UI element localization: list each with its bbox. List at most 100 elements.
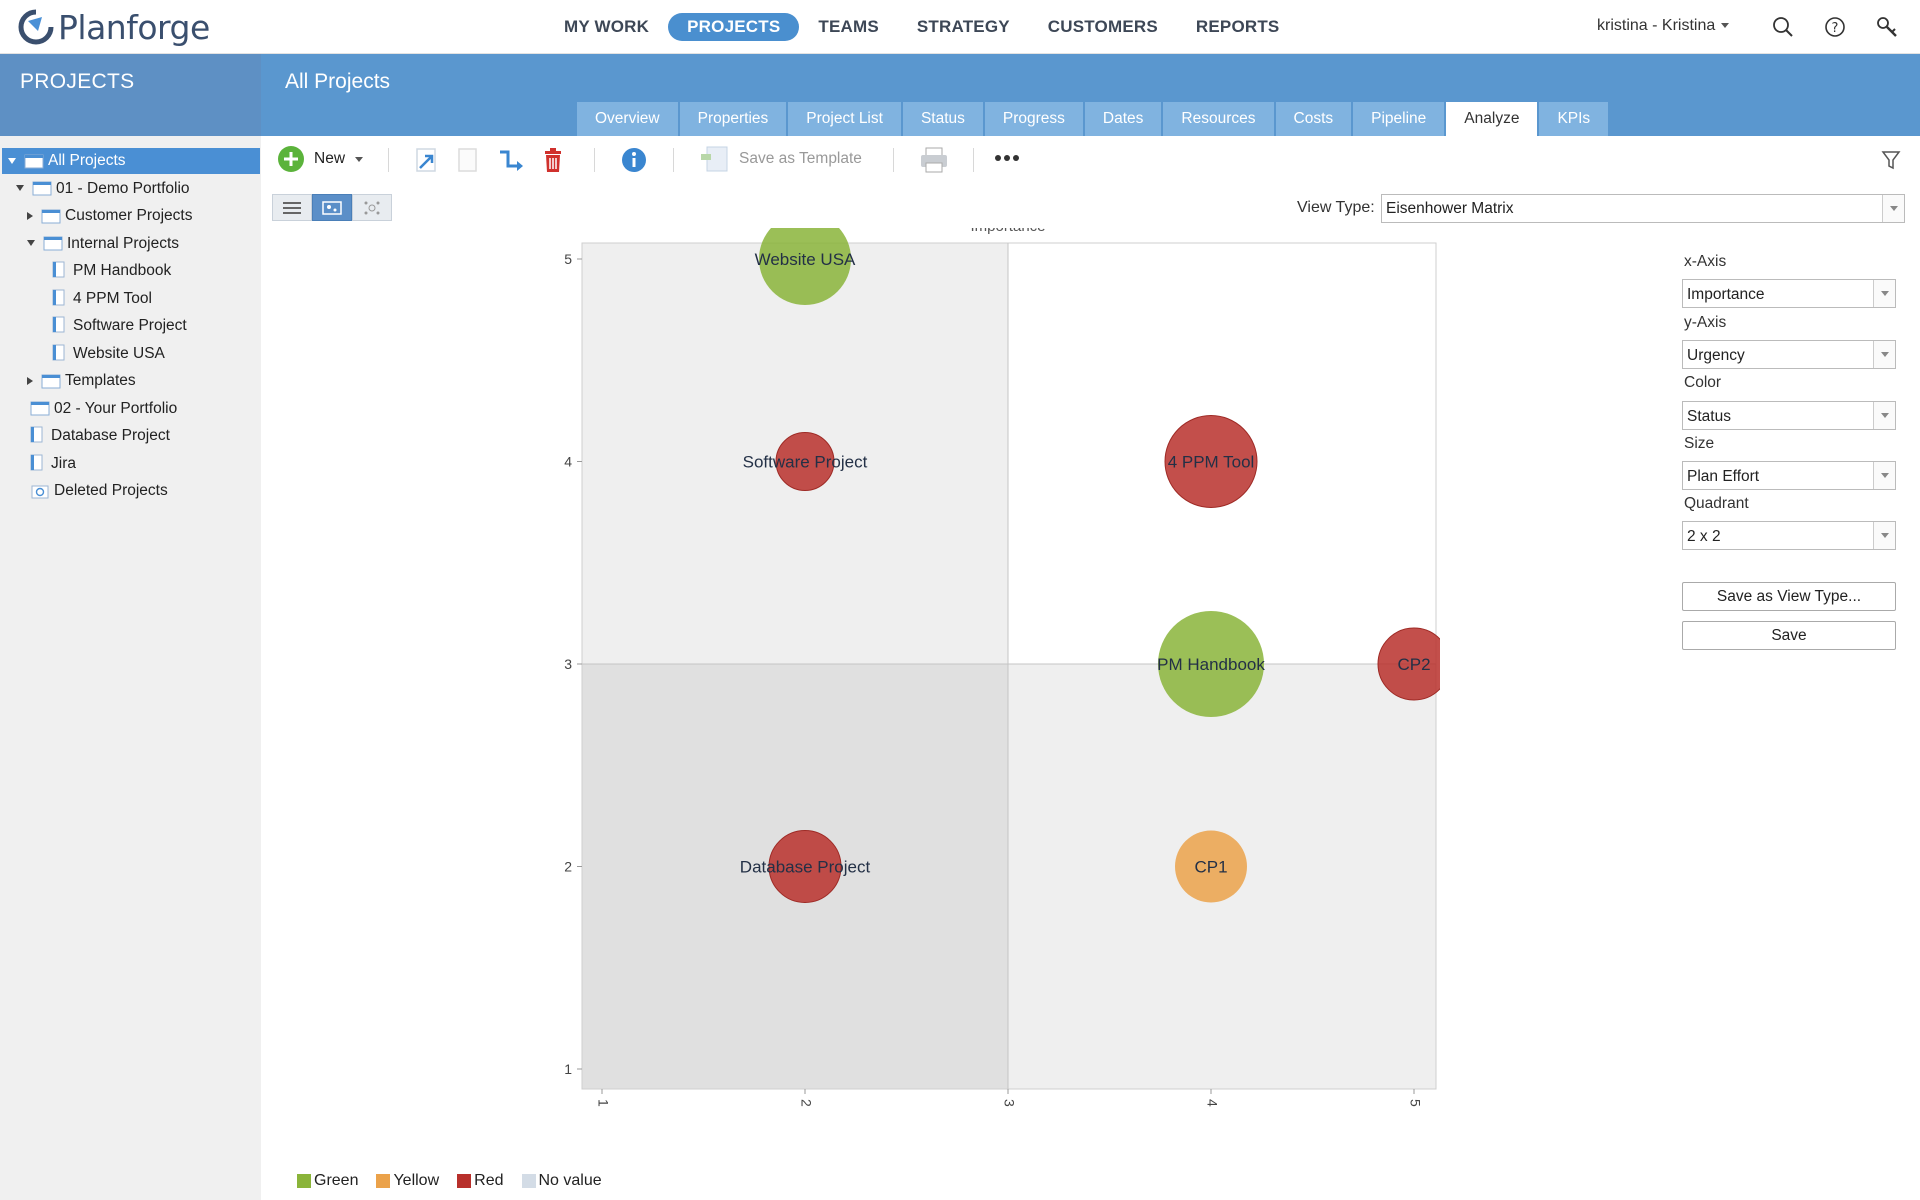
delete-icon[interactable] bbox=[542, 146, 564, 174]
tree-item-software-project[interactable]: Software Project bbox=[0, 313, 187, 339]
tab-progress[interactable]: Progress bbox=[984, 102, 1083, 136]
user-menu[interactable]: kristina - Kristina bbox=[1597, 17, 1730, 35]
bubble-software-project[interactable] bbox=[775, 432, 835, 491]
nav-strategy[interactable]: STRATEGY bbox=[916, 17, 1010, 36]
tree-item-deleted-projects[interactable]: Deleted Projects bbox=[0, 478, 168, 504]
nav-teams[interactable]: TEAMS bbox=[818, 17, 879, 36]
logo[interactable]: Planforge bbox=[18, 8, 210, 47]
tab-dates[interactable]: Dates bbox=[1084, 102, 1162, 136]
bubble-cp1[interactable] bbox=[1175, 830, 1247, 903]
color-select[interactable]: Status bbox=[1682, 401, 1896, 430]
chevron-down-icon bbox=[1873, 341, 1895, 368]
tree-item-pm-handbook[interactable]: PM Handbook bbox=[0, 258, 171, 284]
tab-pipeline[interactable]: Pipeline bbox=[1353, 102, 1445, 136]
page-title: All Projects bbox=[285, 70, 391, 93]
divider bbox=[594, 148, 595, 172]
tab-project-list[interactable]: Project List bbox=[788, 102, 901, 136]
copy-icon[interactable] bbox=[456, 146, 480, 174]
nav-customers[interactable]: CUSTOMERS bbox=[1047, 17, 1158, 36]
save-as-template-button[interactable]: Save as Template bbox=[699, 144, 862, 174]
chart-title: Importance bbox=[970, 228, 1045, 235]
tree-item-customer-projects[interactable]: Customer Projects bbox=[0, 203, 192, 229]
network-view-button[interactable] bbox=[352, 194, 392, 221]
y-tick-label: 1 bbox=[564, 1061, 572, 1077]
tree-item-database-project[interactable]: Database Project bbox=[0, 423, 170, 449]
folder-icon bbox=[43, 234, 63, 251]
xaxis-select[interactable]: Importance bbox=[1682, 279, 1896, 308]
bubble-cp2[interactable] bbox=[1377, 627, 1440, 701]
project-icon bbox=[52, 289, 65, 306]
legend-label: Yellow bbox=[393, 1172, 440, 1189]
more-icon[interactable] bbox=[994, 154, 1020, 162]
help-icon[interactable]: ? bbox=[1824, 16, 1846, 38]
view-type-value: Eisenhower Matrix bbox=[1386, 200, 1514, 217]
tab-status[interactable]: Status bbox=[902, 102, 983, 136]
tree-item-internal-projects[interactable]: Internal Projects bbox=[0, 231, 179, 257]
key-search-icon[interactable] bbox=[1876, 16, 1898, 38]
chart-view-button[interactable] bbox=[312, 194, 352, 221]
tree-item-templates[interactable]: Templates bbox=[0, 368, 136, 394]
nav-projects[interactable]: PROJECTS bbox=[668, 13, 800, 41]
legend-swatch bbox=[457, 1174, 472, 1188]
legend-item-no-value[interactable]: No value bbox=[521, 1172, 602, 1190]
bubble-4-ppm-tool[interactable] bbox=[1164, 415, 1258, 508]
legend-swatch bbox=[297, 1174, 311, 1188]
quadrant-select[interactable]: 2 x 2 bbox=[1682, 521, 1896, 550]
legend-swatch bbox=[376, 1174, 391, 1188]
bubble-database-project[interactable] bbox=[768, 830, 842, 903]
tab-kpis[interactable]: KPIs bbox=[1539, 102, 1609, 136]
list-view-button[interactable] bbox=[272, 194, 312, 221]
save-as-view-type-button[interactable]: Save as View Type... bbox=[1682, 582, 1896, 611]
tree-item-website-usa[interactable]: Website USA bbox=[0, 341, 165, 367]
tab-overview[interactable]: Overview bbox=[577, 102, 678, 136]
filter-icon[interactable] bbox=[1881, 149, 1901, 171]
legend-item-green[interactable]: Green bbox=[297, 1172, 358, 1190]
yaxis-value: Urgency bbox=[1687, 347, 1745, 364]
bubble-website-usa[interactable] bbox=[759, 228, 851, 305]
save-button[interactable]: Save bbox=[1682, 621, 1896, 650]
print-icon[interactable] bbox=[918, 146, 950, 174]
tree-item-02-your-portfolio[interactable]: 02 - Your Portfolio bbox=[0, 396, 177, 422]
chevron-down-icon bbox=[1721, 23, 1730, 29]
quadrant-label: Quadrant bbox=[1684, 495, 1749, 512]
sidebar-header: PROJECTS bbox=[0, 54, 261, 136]
bubble-label: PM Handbook bbox=[1157, 655, 1265, 674]
collapse-toggle-icon[interactable] bbox=[27, 376, 33, 385]
tree-item-01-demo-portfolio[interactable]: 01 - Demo Portfolio bbox=[0, 176, 190, 202]
tab-resources[interactable]: Resources bbox=[1163, 102, 1274, 136]
legend-item-red[interactable]: Red bbox=[457, 1172, 504, 1190]
bubble-pm-handbook[interactable] bbox=[1158, 611, 1264, 717]
tab-analyze[interactable]: Analyze bbox=[1446, 102, 1538, 136]
nav-reports[interactable]: REPORTS bbox=[1195, 17, 1280, 36]
tree-item-label: PM Handbook bbox=[73, 262, 172, 279]
trash-folder-icon bbox=[30, 482, 50, 499]
expand-toggle-icon[interactable] bbox=[8, 157, 16, 164]
expand-toggle-icon[interactable] bbox=[27, 240, 35, 247]
tree-item-label: Customer Projects bbox=[65, 207, 193, 224]
tree-item-all-projects[interactable]: All Projects bbox=[2, 148, 260, 174]
x-tick-label: 2 bbox=[798, 1099, 814, 1107]
open-icon[interactable] bbox=[414, 146, 440, 174]
move-icon[interactable] bbox=[496, 146, 526, 174]
view-type-select[interactable]: Eisenhower Matrix bbox=[1381, 194, 1905, 223]
y-tick-label: 5 bbox=[564, 251, 572, 267]
nav-my-work[interactable]: MY WORK bbox=[564, 17, 650, 36]
svg-text:?: ? bbox=[1832, 21, 1839, 36]
tree-item-jira[interactable]: Jira bbox=[0, 451, 76, 477]
legend-label: Red bbox=[474, 1172, 504, 1189]
info-icon[interactable] bbox=[620, 146, 648, 174]
expand-toggle-icon[interactable] bbox=[16, 185, 24, 192]
tab-properties[interactable]: Properties bbox=[679, 102, 787, 136]
yaxis-select[interactable]: Urgency bbox=[1682, 340, 1896, 369]
tree-item-4-ppm-tool[interactable]: 4 PPM Tool bbox=[0, 286, 152, 312]
tree-item-label: Website USA bbox=[73, 344, 165, 362]
legend-item-yellow[interactable]: Yellow bbox=[376, 1172, 439, 1190]
new-button[interactable]: New bbox=[277, 145, 364, 173]
save-as-template-label: Save as Template bbox=[739, 150, 862, 167]
divider bbox=[673, 148, 674, 172]
collapse-toggle-icon[interactable] bbox=[27, 211, 33, 220]
tab-costs[interactable]: Costs bbox=[1275, 102, 1352, 136]
bubble-label: Software Project bbox=[743, 453, 868, 472]
search-icon[interactable] bbox=[1772, 16, 1794, 38]
size-select[interactable]: Plan Effort bbox=[1682, 461, 1896, 490]
